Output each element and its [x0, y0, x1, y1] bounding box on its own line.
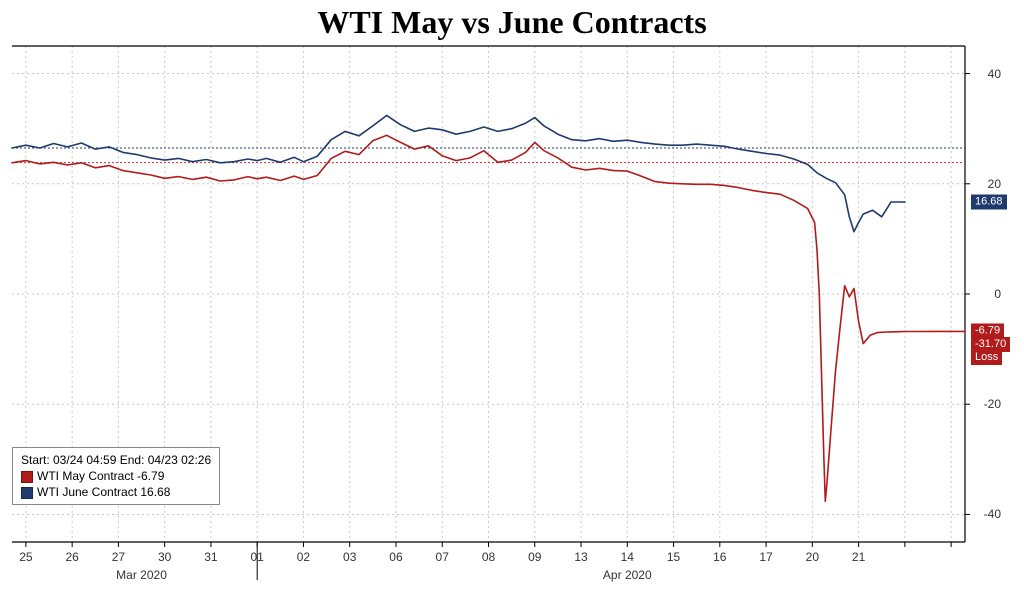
x-tick-label: 01 — [251, 550, 264, 564]
legend-row: Start: 03/24 04:59 End: 04/23 02:26 — [21, 452, 211, 468]
x-tick-label: 09 — [528, 550, 541, 564]
y-tick-label: 40 — [988, 67, 1001, 81]
x-tick-label: 06 — [389, 550, 402, 564]
legend-row: WTI May Contract -6.79 — [21, 468, 211, 484]
x-tick-label: 25 — [19, 550, 32, 564]
y-tick-label: 0 — [994, 287, 1001, 301]
x-tick-label: 08 — [482, 550, 495, 564]
legend-swatch-icon — [21, 487, 33, 499]
x-tick-label: 02 — [297, 550, 310, 564]
y-tick-label: -40 — [984, 507, 1001, 521]
june-value-badge: 16.68 — [971, 195, 1007, 210]
chart-svg — [0, 0, 1024, 603]
legend-text: WTI May Contract -6.79 — [37, 469, 164, 483]
may-loss-text-badge: Loss — [971, 350, 1002, 365]
x-tick-label: 30 — [158, 550, 171, 564]
x-tick-label: 03 — [343, 550, 356, 564]
x-month-label: Apr 2020 — [603, 568, 652, 582]
x-tick-label: 27 — [112, 550, 125, 564]
x-tick-label: 13 — [574, 550, 587, 564]
x-month-label: Mar 2020 — [116, 568, 167, 582]
x-tick-label: 31 — [204, 550, 217, 564]
x-tick-label: 14 — [621, 550, 634, 564]
x-tick-label: 17 — [759, 550, 772, 564]
x-tick-label: 21 — [852, 550, 865, 564]
y-tick-label: -20 — [984, 397, 1001, 411]
legend-box: Start: 03/24 04:59 End: 04/23 02:26 WTI M… — [12, 447, 220, 505]
x-tick-label: 20 — [806, 550, 819, 564]
legend-row: WTI June Contract 16.68 — [21, 484, 211, 500]
legend-swatch-icon — [21, 471, 33, 483]
y-tick-label: 20 — [988, 177, 1001, 191]
x-tick-label: 15 — [667, 550, 680, 564]
chart-container: WTI May vs June Contracts -40-2002040 25… — [0, 0, 1024, 603]
x-tick-label: 26 — [65, 550, 78, 564]
x-tick-label: 07 — [436, 550, 449, 564]
x-tick-label: 16 — [713, 550, 726, 564]
legend-text: Start: 03/24 04:59 End: 04/23 02:26 — [21, 453, 211, 467]
legend-text: WTI June Contract 16.68 — [37, 485, 170, 499]
